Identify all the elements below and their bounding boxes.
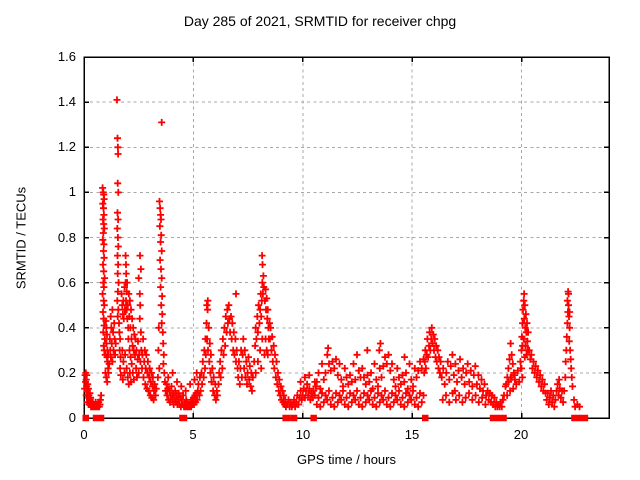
y-tick-label-1-4: 1.4 (57, 94, 76, 109)
y-tick-label-1: 1 (68, 184, 76, 199)
y-tick-label-0-2: 0.2 (57, 365, 76, 380)
x-tick-label-5: 5 (189, 427, 197, 442)
x-axis-label: GPS time / hours (297, 452, 396, 467)
y-tick-label-0-6: 0.6 (57, 275, 76, 290)
chart-title: Day 285 of 2021, SRMTID for receiver chp… (183, 13, 457, 29)
x-tick-label-0: 0 (80, 427, 88, 442)
y-tick-label-0-8: 0.8 (57, 230, 76, 245)
y-tick-label-1-2: 1.2 (57, 139, 76, 154)
y-tick-label-0: 0 (68, 410, 76, 425)
x-tick-label-15: 15 (404, 427, 420, 442)
y-axis-label: SRMTID / TECUs (13, 186, 29, 290)
y-tick-label-1-6: 1.6 (57, 49, 76, 64)
y-tick-label-0-4: 0.4 (57, 320, 76, 335)
x-tick-label-10: 10 (295, 427, 311, 442)
x-tick-label-20: 20 (513, 427, 529, 442)
